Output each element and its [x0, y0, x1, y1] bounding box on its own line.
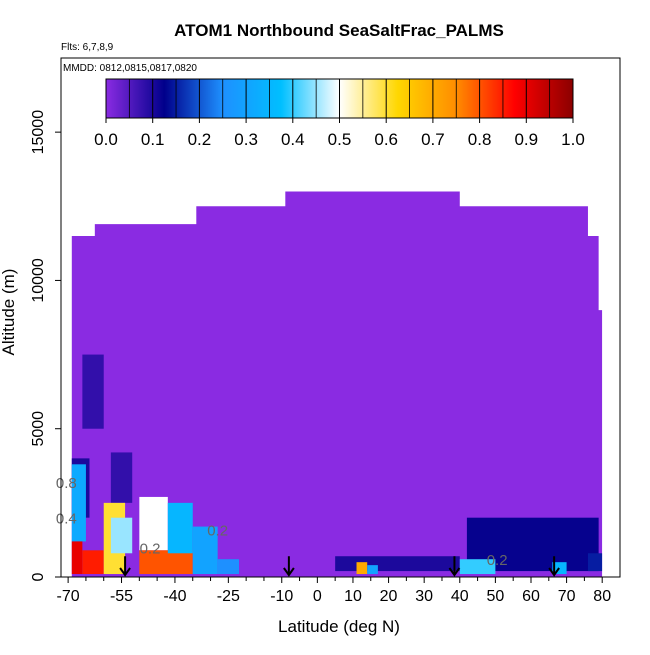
x-tick-label: 60: [522, 588, 540, 605]
dates-label: MMDD: 0812,0815,0817,0820: [63, 63, 197, 74]
flights-label: Flts: 6,7,8,9: [61, 42, 114, 53]
x-tick-label: 20: [380, 588, 398, 605]
colorbar-tick-label: 0.7: [421, 130, 445, 149]
x-tick-label: 80: [593, 588, 611, 605]
heatmap-cell: [335, 556, 460, 572]
heatmap-cell: [552, 562, 567, 575]
plot-frame: [60, 57, 621, 578]
colorbar-tick-label: 0.6: [374, 130, 398, 149]
colorbar-tick-label: 0.3: [234, 130, 258, 149]
profile-arrow-head: [119, 567, 131, 577]
x-tick-label: 70: [558, 588, 576, 605]
profile-arrow-head: [283, 567, 295, 577]
colorbar-tick-label: 0.2: [188, 130, 212, 149]
heatmap-cell: [139, 550, 193, 575]
x-axis-label: Latitude (deg N): [278, 617, 400, 636]
chart-title: ATOM1 Northbound SeaSaltFrac_PALMS: [174, 21, 504, 40]
heatmap-cell: [82, 550, 104, 575]
y-tick-label: 5000: [30, 411, 47, 447]
y-tick-label: 15000: [30, 110, 47, 155]
x-tick-label: 30: [415, 588, 433, 605]
y-tick-label: 10000: [30, 258, 47, 303]
heatmap-cell: [367, 565, 378, 575]
y-tick-label: 0: [30, 572, 47, 581]
contour-label: 0.2: [487, 552, 508, 569]
heatmap-cell: [71, 541, 83, 575]
x-tick-label: 40: [451, 588, 469, 605]
heatmap-cell: [459, 559, 496, 575]
x-tick-label: 10: [344, 588, 362, 605]
heatmap-cell: [139, 496, 168, 551]
profile-arrow-head: [548, 567, 560, 577]
heatmap-cell: [110, 517, 133, 554]
x-tick-label: -10: [270, 588, 293, 605]
contour-label: 0.4: [56, 511, 77, 528]
x-tick-label: 50: [486, 588, 504, 605]
heatmap-cell: [167, 502, 193, 554]
colorbar-tick-label: 0.5: [328, 130, 352, 149]
colorbar-tick-label: 0.8: [468, 130, 492, 149]
colorbar-tick-label: 0.9: [514, 130, 538, 149]
colorbar-tick-label: 0.1: [141, 130, 165, 149]
x-tick-label: -25: [217, 588, 240, 605]
x-tick-label: -55: [110, 588, 133, 605]
heatmap-cell: [356, 562, 368, 575]
contour-label: 0.2: [140, 540, 161, 557]
contour-label: 0.8: [56, 475, 77, 492]
colorbar-tick-label: 0.0: [94, 130, 118, 149]
y-axis-label: Altitude (m): [0, 269, 18, 356]
contour-label: 0.2: [207, 522, 228, 539]
colorbar-tick-label: 1.0: [561, 130, 585, 149]
colorbar-tick-label: 0.4: [281, 130, 305, 149]
axes: -70 -55 -40 -25 -10 0 10 20 30 40 50 60 70 80 0 5000 100…: [30, 57, 621, 605]
heatmap-cell: [82, 354, 104, 429]
profile-arrow-head: [448, 567, 461, 577]
x-tick-label: -70: [57, 588, 80, 605]
heatmap-cell: [192, 526, 218, 575]
heatmap-cell: [217, 559, 240, 575]
heatmap-cells: [71, 191, 603, 577]
heatmap-cell: [110, 452, 133, 503]
heatmap-cell: [71, 464, 86, 542]
x-tick-label: 0: [313, 588, 322, 605]
heatmap-cell: [587, 553, 603, 572]
plot-layer: 0.4 0.8 0.2 0.2 0.2: [56, 191, 603, 577]
x-tick-label: -40: [163, 588, 186, 605]
colorbar: 0.0 0.1 0.2 0.3 0.4 0.5 0.6 0.7 0.8 0.9 1.0: [94, 78, 585, 149]
